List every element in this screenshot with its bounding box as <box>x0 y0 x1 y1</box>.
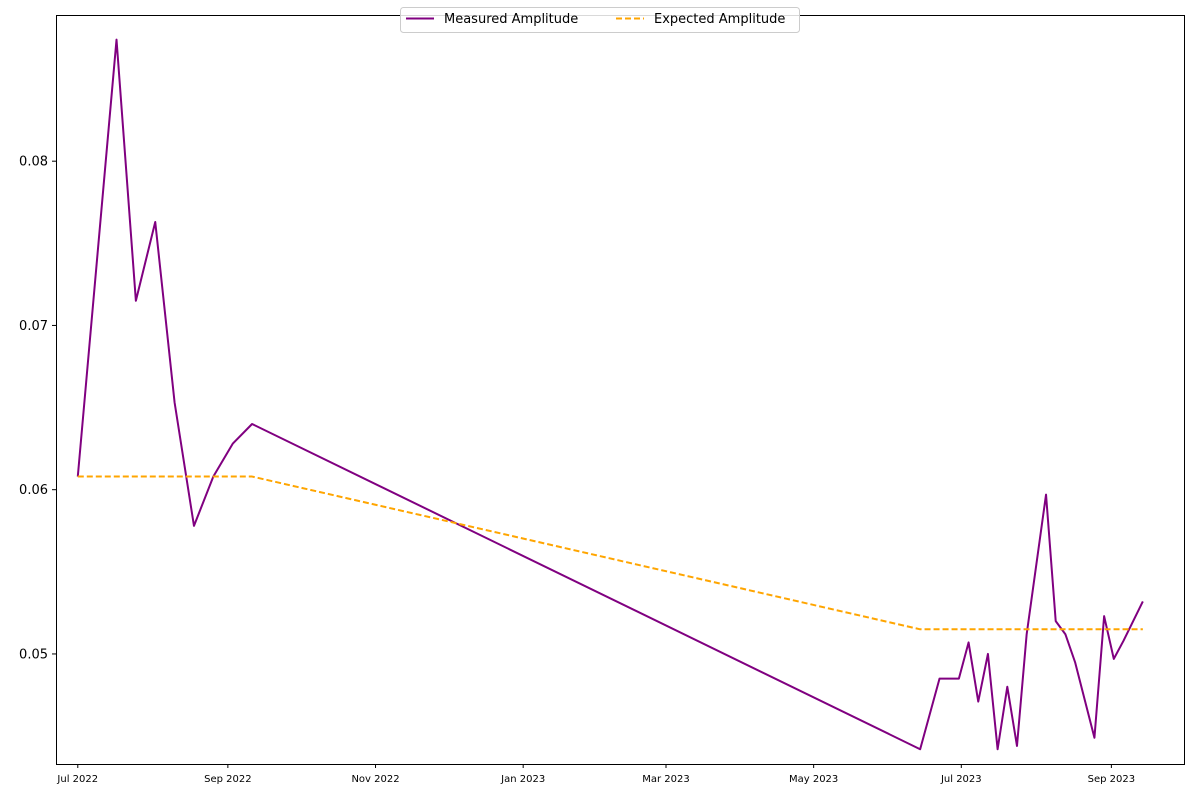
series-line-measured-amplitude <box>76 38 1144 751</box>
series-layer <box>76 38 1144 751</box>
y-tick-label: 0.07 <box>19 319 48 334</box>
x-tick-label: Sep 2022 <box>204 774 251 785</box>
legend-label-expected: Expected Amplitude <box>654 12 785 27</box>
y-tick-label: 0.06 <box>19 483 48 498</box>
x-tick-label: Jul 2023 <box>940 774 982 785</box>
y-tick-label: 0.08 <box>19 155 48 170</box>
x-axis: Jul 2022 Sep 2022 Nov 2022 Jan 2023 Mar 2023… <box>56 764 1135 785</box>
plot-area-frame <box>56 15 1185 765</box>
x-tick-label: Nov 2022 <box>351 774 399 785</box>
x-tick-label: Mar 2023 <box>642 774 690 785</box>
legend: Measured Amplitude Expected Amplitude <box>400 7 800 33</box>
x-tick-label: May 2023 <box>789 774 838 785</box>
y-axis: 0.05 0.06 0.07 0.08 <box>19 155 56 662</box>
legend-label-measured: Measured Amplitude <box>444 12 578 27</box>
x-tick-label: Sep 2023 <box>1088 774 1135 785</box>
y-tick-label: 0.05 <box>19 647 48 662</box>
series-line-expected-amplitude <box>77 475 1143 631</box>
x-tick-label: Jul 2022 <box>56 774 98 785</box>
x-tick-label: Jan 2023 <box>500 774 545 785</box>
legend-box <box>400 7 800 33</box>
